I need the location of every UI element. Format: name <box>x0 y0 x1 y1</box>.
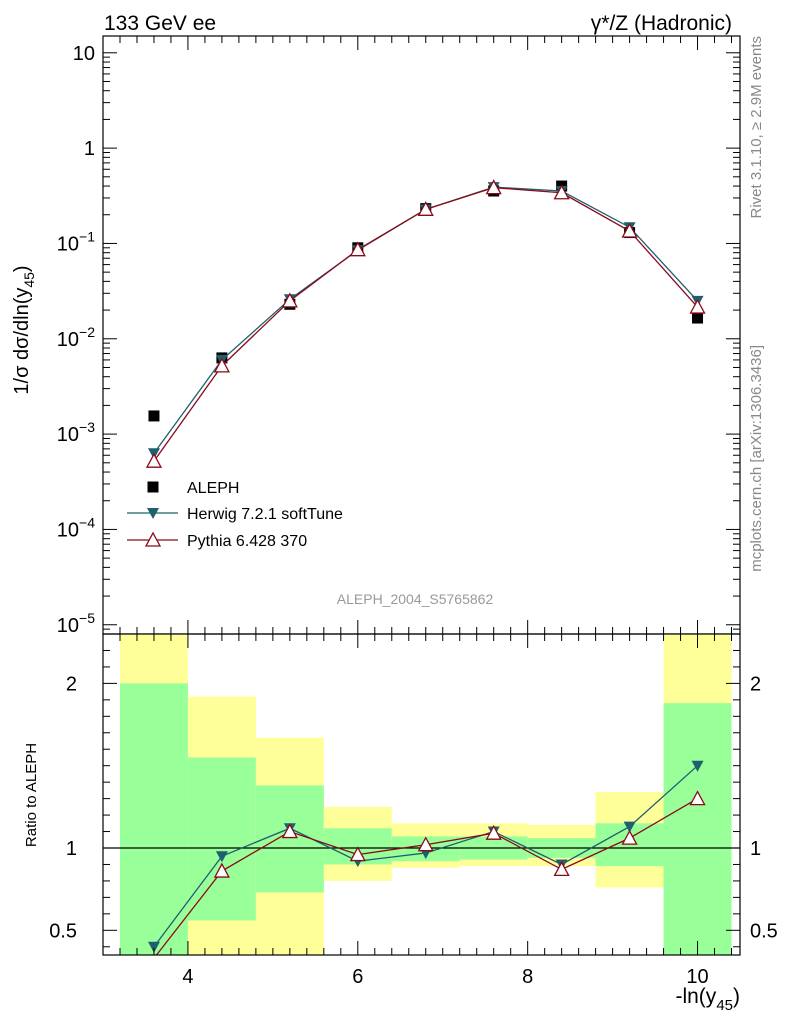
ratio-data-point <box>691 760 704 772</box>
x-title-part: -ln(y <box>675 985 716 1008</box>
main-y-tick-label-exponent: −4 <box>79 514 95 530</box>
ratio-data-point <box>281 823 298 839</box>
main-y-tick-label: 1 <box>84 138 95 160</box>
ratio-data-point <box>215 851 228 863</box>
legend-marker <box>147 481 159 493</box>
legend-label: ALEPH <box>187 480 239 497</box>
ratio-y-tick-label-left: 2 <box>66 673 77 695</box>
ratio-y-tick-label-left: 1 <box>66 838 77 860</box>
x-tick-label: 4 <box>182 966 193 988</box>
ratio-data-point <box>553 861 570 877</box>
ratio-data-point <box>417 836 434 852</box>
main-y-tick-label-base: 10 <box>57 424 79 446</box>
ratio-tick-labels: 4 6 8 10 0.5 0.5 1 1 2 2 <box>49 673 778 988</box>
ratio-band-inner <box>663 703 732 955</box>
ratio-y-axis-title: Ratio to ALEPH <box>23 743 40 847</box>
legend: ALEPH Herwig 7.2.1 softTune Pythia 6.428 3… <box>127 480 343 550</box>
main-y-tick-label-exponent: −5 <box>79 610 95 626</box>
ratio-y-tick-label-right: 2 <box>750 673 761 695</box>
ratio-panel: 4 6 8 10 0.5 0.5 1 1 2 2 Ratio to ALEPH -ln(y45) <box>23 633 778 1014</box>
ratio-data-point <box>485 824 502 840</box>
ratio-series <box>147 760 706 956</box>
rivet-version-note: Rivet 3.1.10, ≥ 2.9M events <box>748 36 765 219</box>
mcplots-note: mcplots.cern.ch [arXiv:1306.3436] <box>748 345 765 572</box>
data-point <box>148 410 160 422</box>
data-point <box>692 312 704 324</box>
main-y-title-close: ) <box>11 265 33 272</box>
legend-label: Pythia 6.428 370 <box>187 533 307 550</box>
ratio-data-point <box>689 790 706 806</box>
main-y-axis-title-text: 1/σ dσ/dln(y45) <box>11 265 37 394</box>
main-y-tick-label: 10 <box>73 43 95 65</box>
x-tick-label: 8 <box>522 966 533 988</box>
x-axis-title-text: -ln(y45) <box>675 985 740 1014</box>
main-y-tick-label-base: 10 <box>57 519 79 541</box>
x-title-subscript: 45 <box>716 997 733 1014</box>
main-y-tick-label: 10−3 <box>57 419 95 446</box>
data-point <box>417 200 434 216</box>
x-tick-label: 6 <box>352 966 363 988</box>
legend-marker <box>147 508 159 519</box>
ratio-band-inner <box>119 683 188 955</box>
series-pythia-6-428-370 <box>145 179 706 468</box>
ratio-data-point <box>623 821 636 833</box>
data-point <box>621 222 638 238</box>
main-y-tick-label: 10−4 <box>57 514 95 541</box>
main-series <box>145 179 706 468</box>
legend-marker <box>144 531 162 547</box>
main-axis-ticks <box>103 36 740 635</box>
x-title-close: ) <box>733 985 740 1008</box>
header-right-label: γ*/Z (Hadronic) <box>591 12 732 35</box>
ratio-y-tick-label-right: 0.5 <box>750 920 778 942</box>
main-y-tick-label: 10−1 <box>57 228 95 255</box>
ratio-axis-ticks <box>103 634 740 955</box>
x-tick-label: 10 <box>686 966 708 988</box>
main-y-title-part: 1/σ dσ/dln(y <box>11 288 33 395</box>
data-point <box>553 184 570 200</box>
main-y-tick-label-exponent: −2 <box>79 324 95 340</box>
ratio-y-tick-label-right: 1 <box>750 838 761 860</box>
ratio-series-pythia-6-428-370 <box>156 790 706 956</box>
data-point <box>213 357 230 373</box>
ratio-plot-frame <box>102 633 741 956</box>
legend-label: Herwig 7.2.1 softTune <box>187 506 343 523</box>
ratio-data-point <box>349 846 366 862</box>
main-y-tick-label: 10−5 <box>57 610 95 637</box>
main-y-tick-label-exponent: −1 <box>79 228 95 244</box>
main-y-axis-title: 1/σ dσ/dln(y45) <box>11 265 37 394</box>
ratio-band-inner <box>187 757 256 921</box>
main-y-tick-label-base: 10 <box>57 329 79 351</box>
main-y-tick-label-exponent: −3 <box>79 419 95 435</box>
header-left-label: 133 GeV ee <box>104 12 216 35</box>
ratio-data-point <box>147 941 160 953</box>
analysis-label: ALEPH_2004_S5765862 <box>337 591 494 607</box>
ratio-y-tick-label-left: 0.5 <box>49 920 77 942</box>
ratio-data-point <box>621 829 638 845</box>
data-point <box>281 292 298 308</box>
data-point <box>485 179 502 195</box>
x-axis-title: -ln(y45) <box>675 985 740 1014</box>
main-y-tick-label-base: 10 <box>57 615 79 637</box>
data-point <box>689 298 706 314</box>
main-y-tick-label: 10−2 <box>57 324 95 351</box>
data-point <box>145 452 163 468</box>
ratio-data-point <box>213 862 230 878</box>
main-y-title-subscript: 45 <box>21 272 37 288</box>
data-point <box>349 241 366 257</box>
main-y-tick-label-base: 10 <box>57 233 79 255</box>
